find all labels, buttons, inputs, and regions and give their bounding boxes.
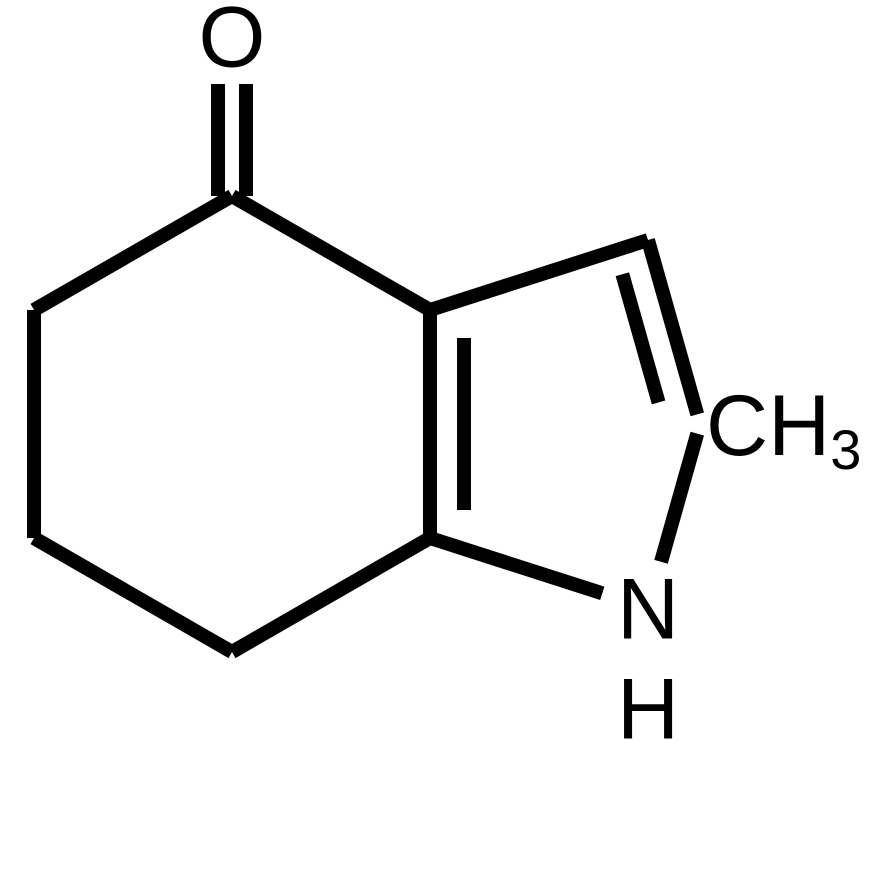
- atom-label-nh: H: [617, 662, 679, 758]
- atom-label-oxygen: O: [199, 0, 266, 86]
- molecule-diagram: O NH CH3: [0, 0, 890, 890]
- atom-label-methyl: CH3: [706, 378, 861, 481]
- atom-label-nitrogen: N: [617, 562, 679, 658]
